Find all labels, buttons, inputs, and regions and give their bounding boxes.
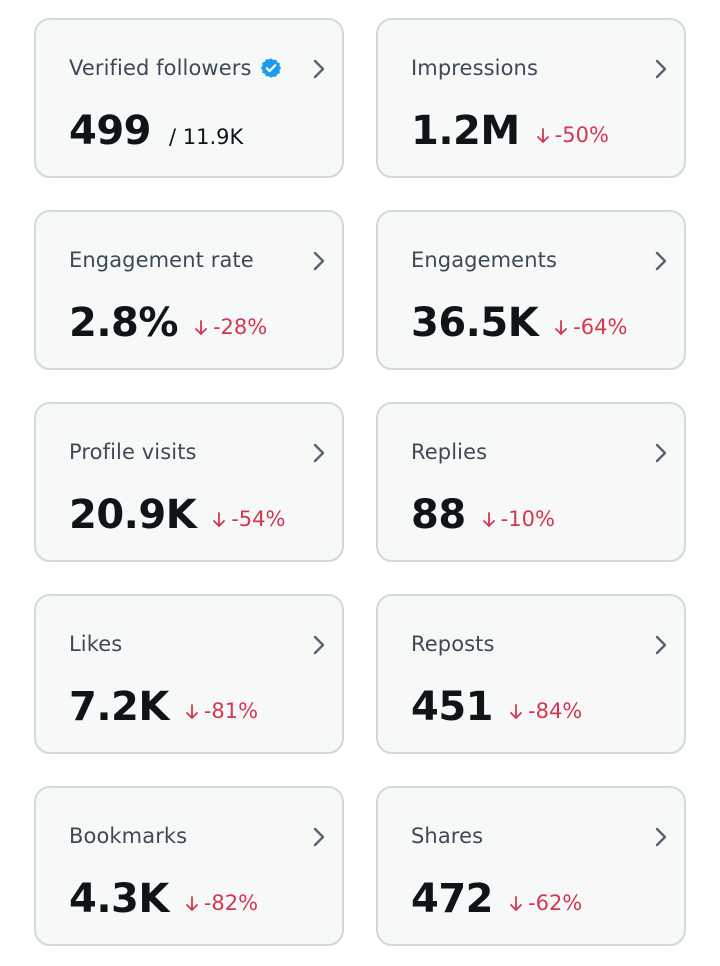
card-replies[interactable]: Replies 88 -10% bbox=[376, 402, 686, 562]
metric-change: -62% bbox=[509, 891, 582, 915]
chevron-right-icon bbox=[655, 251, 667, 271]
chevron-right-icon bbox=[655, 443, 667, 463]
card-label: Replies bbox=[411, 440, 487, 464]
card-label-text: Shares bbox=[411, 824, 484, 848]
chevron-right-icon bbox=[655, 635, 667, 655]
card-label-text: Likes bbox=[69, 632, 123, 656]
card-label-text: Replies bbox=[411, 440, 488, 464]
card-likes[interactable]: Likes 7.2K -81% bbox=[34, 594, 344, 754]
metric-value: 7.2K bbox=[69, 684, 169, 730]
card-engagement-rate[interactable]: Engagement rate 2.8% -28% bbox=[34, 210, 344, 370]
metric-change-text: -54% bbox=[231, 507, 286, 531]
chevron-right-icon bbox=[655, 59, 667, 79]
metric-change: -10% bbox=[482, 507, 555, 531]
card-shares[interactable]: Shares 472 -62% bbox=[376, 786, 686, 946]
metric-value: 1.2M bbox=[411, 108, 520, 154]
metric-value: 36.5K bbox=[411, 300, 539, 346]
card-label-text: Verified followers bbox=[69, 56, 252, 80]
card-label: Shares bbox=[411, 824, 483, 848]
arrow-down-icon bbox=[555, 320, 568, 335]
metric-change: -64% bbox=[554, 315, 627, 339]
chevron-right-icon bbox=[655, 827, 667, 847]
value-row: 20.9K -54% bbox=[69, 492, 285, 538]
chevron-right-icon bbox=[313, 635, 325, 655]
metric-change-text: -84% bbox=[528, 699, 583, 723]
metric-change-text: -10% bbox=[500, 507, 555, 531]
metric-change-text: -28% bbox=[212, 315, 268, 339]
card-profile-visits[interactable]: Profile visits 20.9K -54% bbox=[34, 402, 344, 562]
card-label-text: Bookmarks bbox=[69, 824, 188, 848]
metric-change: -28% bbox=[194, 315, 267, 339]
metric-value: 20.9K bbox=[69, 492, 197, 538]
value-row: 1.2M -50% bbox=[411, 108, 609, 154]
value-row: 7.2K -81% bbox=[69, 684, 258, 730]
card-label: Bookmarks bbox=[69, 824, 187, 848]
chevron-right-icon bbox=[313, 251, 325, 271]
value-row: 36.5K -64% bbox=[411, 300, 627, 346]
arrow-down-icon bbox=[185, 704, 198, 719]
value-row: 499 / 11.9K bbox=[69, 108, 243, 154]
verified-badge-icon bbox=[260, 58, 281, 78]
card-bookmarks[interactable]: Bookmarks 4.3K -82% bbox=[34, 786, 344, 946]
metric-change-text: -64% bbox=[573, 315, 628, 339]
arrow-down-icon bbox=[536, 128, 549, 143]
card-label-text: Profile visits bbox=[69, 440, 197, 464]
metric-value: 88 bbox=[411, 492, 466, 538]
card-impressions[interactable]: Impressions 1.2M -50% bbox=[376, 18, 686, 178]
chevron-right-icon bbox=[313, 827, 325, 847]
metric-value: 499 bbox=[69, 108, 152, 154]
metric-total: / 11.9K bbox=[169, 125, 244, 149]
metric-change: -81% bbox=[185, 699, 258, 723]
value-row: 4.3K -82% bbox=[69, 876, 258, 922]
card-verified-followers[interactable]: Verified followers 499 / 11.9K bbox=[34, 18, 344, 178]
metric-change-text: -50% bbox=[554, 123, 609, 147]
arrow-down-icon bbox=[510, 896, 522, 911]
card-label: Engagements bbox=[411, 248, 557, 272]
arrow-down-icon bbox=[213, 512, 226, 527]
metric-change-text: -81% bbox=[203, 699, 259, 723]
card-label: Engagement rate bbox=[69, 248, 254, 272]
card-label-text: Engagement rate bbox=[69, 248, 254, 272]
card-label: Impressions bbox=[411, 56, 538, 80]
metric-value: 4.3K bbox=[69, 876, 169, 922]
value-row: 472 -62% bbox=[411, 876, 582, 922]
metric-value: 2.8% bbox=[69, 300, 178, 346]
value-row: 451 -84% bbox=[411, 684, 582, 730]
arrow-down-icon bbox=[482, 512, 495, 527]
card-label: Reposts bbox=[411, 632, 495, 656]
metric-change: -82% bbox=[185, 891, 258, 915]
chevron-right-icon bbox=[313, 59, 325, 79]
arrow-down-icon bbox=[185, 896, 198, 911]
arrow-down-icon bbox=[510, 704, 522, 719]
value-row: 88 -10% bbox=[411, 492, 555, 538]
metric-change: -54% bbox=[212, 507, 285, 531]
metric-change-text: -82% bbox=[203, 891, 259, 915]
arrow-down-icon bbox=[195, 320, 207, 335]
card-label: Verified followers bbox=[69, 56, 282, 80]
metrics-grid: Verified followers 499 / 11.9K Impressio… bbox=[34, 18, 686, 946]
card-label: Likes bbox=[69, 632, 122, 656]
metric-change: -50% bbox=[536, 123, 609, 147]
card-label-text: Impressions bbox=[411, 56, 538, 80]
metric-change: -84% bbox=[509, 699, 582, 723]
card-label-text: Reposts bbox=[411, 632, 495, 656]
metric-value: 451 bbox=[411, 684, 494, 730]
metric-change-text: -62% bbox=[528, 891, 583, 915]
chevron-right-icon bbox=[313, 443, 325, 463]
card-label-text: Engagements bbox=[411, 248, 557, 272]
metric-value: 472 bbox=[411, 876, 494, 922]
card-reposts[interactable]: Reposts 451 -84% bbox=[376, 594, 686, 754]
card-engagements[interactable]: Engagements 36.5K -64% bbox=[376, 210, 686, 370]
card-label: Profile visits bbox=[69, 440, 197, 464]
value-row: 2.8% -28% bbox=[69, 300, 267, 346]
